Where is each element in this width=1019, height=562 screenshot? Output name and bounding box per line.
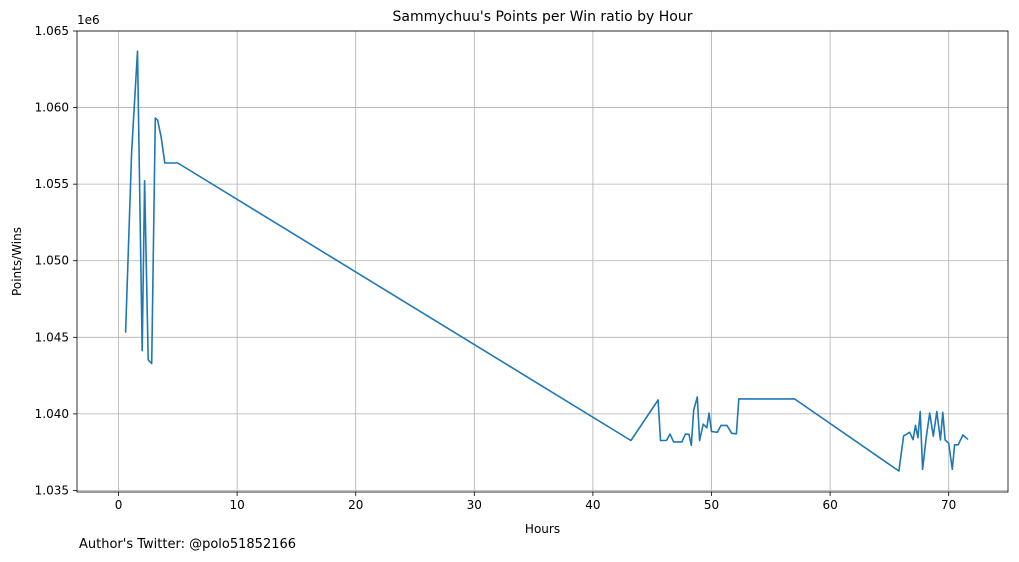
y-axis-label: Points/Wins	[10, 227, 24, 296]
data-point-9	[160, 136, 162, 138]
data-point-7	[154, 117, 156, 119]
data-point-27	[706, 427, 708, 429]
data-point-47	[932, 435, 934, 437]
data-point-34	[735, 433, 738, 435]
y-tick-label: 1.045	[35, 330, 69, 344]
data-point-39	[909, 431, 911, 433]
data-point-44	[922, 468, 924, 470]
data-series-line	[124, 50, 969, 472]
x-tick-label: 20	[348, 498, 363, 512]
data-point-23	[693, 409, 695, 411]
chart-title: Sammychuu's Points per Win ratio by Hour	[393, 9, 693, 25]
data-point-45	[925, 437, 927, 439]
data-point-15	[659, 439, 662, 442]
data-point-12	[177, 162, 179, 164]
x-tick-label: 40	[585, 498, 600, 512]
data-point-49	[939, 439, 942, 441]
y-tick-label: 1.055	[35, 177, 69, 191]
data-point-18	[673, 441, 675, 443]
data-point-51	[944, 439, 946, 441]
data-point-31	[720, 424, 722, 426]
data-point-40	[912, 439, 914, 441]
data-point-2	[136, 50, 139, 52]
x-tick-label: 60	[822, 498, 837, 512]
data-point-55	[957, 444, 959, 446]
data-point-11	[167, 162, 169, 164]
plot-frame	[76, 30, 1009, 493]
x-tick-label: 10	[229, 498, 244, 512]
data-point-5	[147, 359, 149, 361]
y-tick-label: 1.060	[35, 101, 69, 115]
x-tick-label: 70	[941, 498, 956, 512]
data-point-46	[929, 412, 931, 414]
data-point-14	[657, 399, 659, 401]
x-tick-label: 50	[704, 498, 719, 512]
data-point-56	[962, 434, 964, 436]
data-point-48	[936, 411, 938, 413]
data-point-37	[898, 470, 900, 472]
data-point-28	[708, 412, 710, 414]
data-point-53	[951, 468, 953, 470]
y-offset-label: 1e6	[77, 13, 100, 27]
data-point-3	[141, 350, 143, 352]
data-point-10	[164, 162, 166, 164]
x-tick-label: 30	[467, 498, 482, 512]
data-point-57	[967, 438, 969, 440]
data-point-30	[716, 431, 719, 433]
data-point-41	[914, 424, 917, 426]
data-point-42	[917, 437, 919, 439]
data-point-25	[699, 439, 701, 442]
data-point-54	[954, 444, 956, 446]
x-axis-label: Hours	[525, 522, 560, 536]
data-point-24	[696, 396, 698, 398]
y-tick-label: 1.050	[35, 254, 69, 268]
data-point-33	[731, 432, 733, 434]
data-point-8	[157, 119, 159, 121]
data-point-22	[690, 444, 692, 446]
data-point-0	[125, 331, 127, 333]
data-point-50	[942, 411, 944, 413]
line-chart: 0 10 20 30 40 50 60 70 1.035 1.040 1.045 1.050 1.055…	[10, 9, 1009, 536]
data-point-43	[919, 411, 921, 413]
data-point-1	[131, 152, 133, 154]
data-point-36	[793, 398, 796, 400]
data-point-19	[681, 441, 683, 443]
data-point-38	[903, 435, 905, 437]
data-point-6	[151, 362, 153, 365]
data-point-52	[948, 442, 950, 444]
data-point-26	[702, 423, 704, 425]
y-tick-label: 1.040	[35, 407, 69, 421]
y-tick-label: 1.065	[35, 24, 69, 38]
x-tick-label: 0	[115, 498, 123, 512]
data-point-4	[144, 180, 146, 182]
data-point-20	[684, 433, 687, 435]
data-point-13	[630, 439, 632, 442]
y-tick-label: 1.035	[35, 483, 69, 497]
data-point-16	[665, 439, 668, 442]
data-point-17	[669, 433, 671, 435]
data-point-35	[738, 398, 740, 400]
author-credit: Author's Twitter: @polo51852166	[79, 537, 297, 552]
data-point-32	[726, 424, 728, 426]
data-point-21	[688, 433, 690, 435]
data-point-29	[710, 430, 713, 433]
